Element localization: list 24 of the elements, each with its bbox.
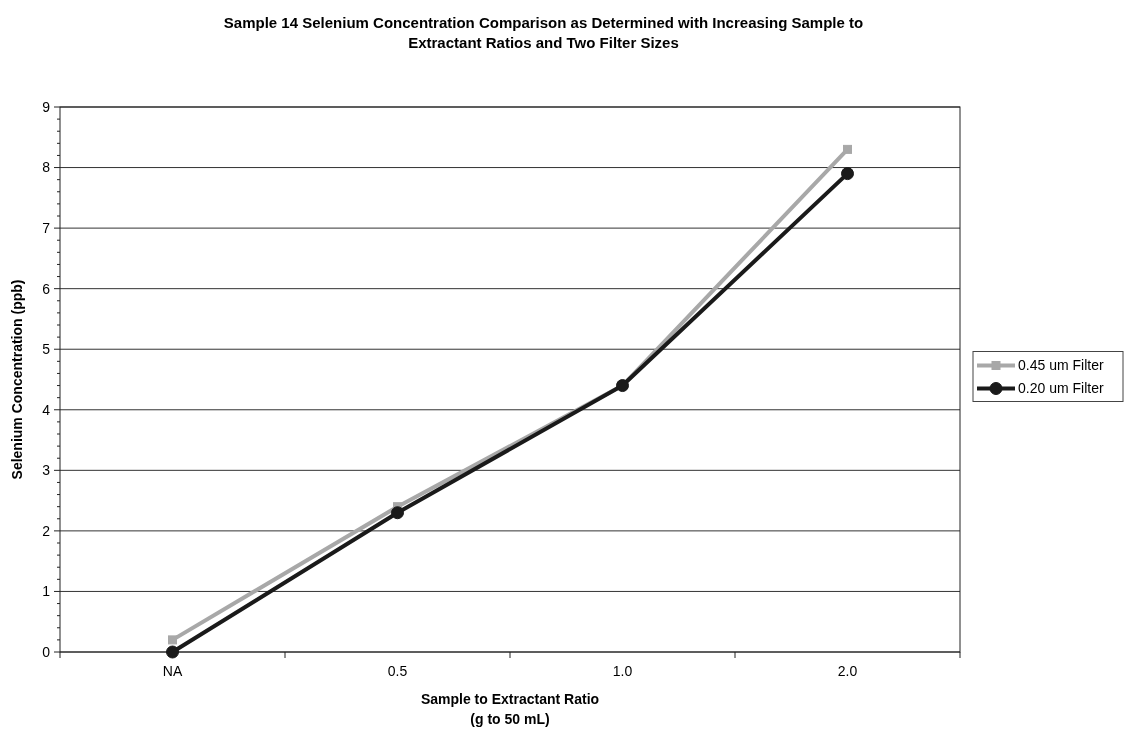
y-tick-label: 5 <box>42 341 51 358</box>
point <box>391 506 404 520</box>
y-tick-label: 4 <box>42 401 51 418</box>
y-tick-label: 3 <box>42 462 51 479</box>
point <box>168 635 177 645</box>
x-tick-label: NA <box>162 663 183 679</box>
legend-label: 0.45 um Filter <box>1018 357 1104 374</box>
y-axis-title: Selenium Concentration (ppb) <box>9 279 25 480</box>
x-tick-label: 2.0 <box>837 663 858 679</box>
point <box>843 144 852 154</box>
y-tick-label: 9 <box>42 98 51 115</box>
y-tick-label: 8 <box>42 159 51 176</box>
chart-title: Sample 14 Selenium Concentration Comparison as Determined with Increasing Sample to Extractant Ratios and Two Filter Sizes <box>223 14 864 51</box>
point <box>841 167 854 181</box>
y-tick-label: 7 <box>42 220 51 237</box>
y-tick-label: 1 <box>42 583 51 600</box>
x-tick-label: 0.5 <box>387 663 408 679</box>
y-tick-label: 0 <box>42 643 51 660</box>
x-tick-label: 1.0 <box>612 663 633 679</box>
y-tick-label: 6 <box>42 280 51 297</box>
y-tick-label: 2 <box>42 522 51 539</box>
x-axis-title: Sample to Extractant Ratio (g to 50 mL) <box>420 691 600 727</box>
point <box>166 645 179 659</box>
legend-label: 0.20 um Filter <box>1018 380 1104 397</box>
